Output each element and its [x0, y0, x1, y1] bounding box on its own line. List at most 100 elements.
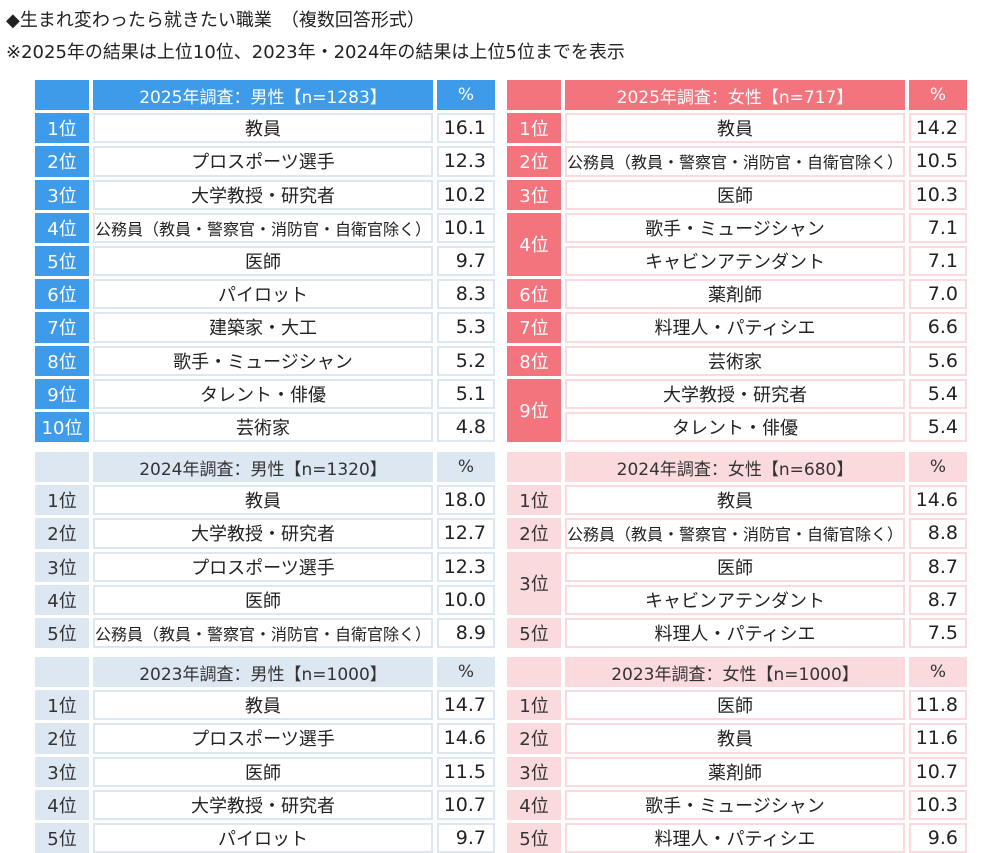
occupation-cell: 医師: [565, 179, 905, 210]
occupation-cell: 医師: [93, 246, 433, 277]
rank-cell: 8位: [507, 345, 561, 376]
rank-cell: 6位: [507, 279, 561, 310]
occupation-cell: 芸術家: [565, 345, 905, 376]
occupation-cell: 大学教授・研究者: [565, 378, 905, 409]
rank-cell: 5位: [507, 618, 561, 649]
table-title: 2023年調査：男性【n=1000】: [93, 657, 433, 688]
occupation-cell: タレント・俳優: [565, 412, 905, 443]
occupation-cell: 教員: [565, 113, 905, 144]
percent-cell: 11.5: [437, 756, 495, 787]
occupation-cell: プロスポーツ選手: [93, 146, 433, 177]
rank-cell: 2位: [35, 723, 89, 754]
percent-cell: 5.4: [909, 412, 967, 443]
rank-cell: 4位: [507, 789, 561, 820]
table-corner: [507, 452, 561, 483]
rank-cell: 9位: [507, 378, 561, 443]
rank-cell: 2位: [507, 518, 561, 549]
occupation-cell: 医師: [93, 756, 433, 787]
occupation-cell: 公務員（教員・警察官・消防官・自衛官除く）: [565, 146, 905, 177]
table-title: 2024年調査：男性【n=1320】: [93, 452, 433, 483]
percent-cell: 12.3: [437, 551, 495, 582]
percent-cell: 9.7: [437, 823, 495, 853]
percent-cell: 5.4: [909, 378, 967, 409]
table-title: 2023年調査：女性【n=1000】: [565, 657, 905, 688]
table-pct-header: %: [909, 657, 967, 688]
percent-cell: 10.2: [437, 179, 495, 210]
table-corner: [507, 657, 561, 688]
rank-cell: 3位: [507, 756, 561, 787]
rank-cell: 5位: [507, 823, 561, 853]
percent-cell: 7.1: [909, 246, 967, 277]
occupation-cell: キャビンアテンダント: [565, 584, 905, 615]
occupation-cell: 教員: [93, 690, 433, 721]
occupation-cell: 料理人・パティシエ: [565, 618, 905, 649]
percent-cell: 10.7: [909, 756, 967, 787]
rank-cell: 4位: [35, 212, 89, 243]
occupation-cell: 歌手・ミュージシャン: [93, 345, 433, 376]
occupation-cell: 薬剤師: [565, 756, 905, 787]
rank-cell: 10位: [35, 412, 89, 443]
occupation-cell: 料理人・パティシエ: [565, 823, 905, 853]
occupation-cell: 大学教授・研究者: [93, 518, 433, 549]
rank-cell: 1位: [35, 113, 89, 144]
occupation-cell: プロスポーツ選手: [93, 551, 433, 582]
percent-cell: 18.0: [437, 485, 495, 516]
percent-cell: 8.7: [909, 584, 967, 615]
occupation-cell: 歌手・ミュージシャン: [565, 789, 905, 820]
percent-cell: 7.5: [909, 618, 967, 649]
rank-cell: 2位: [35, 146, 89, 177]
rank-cell: 5位: [35, 246, 89, 277]
table-title: 2025年調査：女性【n=717】: [565, 80, 905, 111]
percent-cell: 14.6: [909, 485, 967, 516]
occupation-cell: プロスポーツ選手: [93, 723, 433, 754]
occupation-cell: 薬剤師: [565, 279, 905, 310]
occupation-cell: 教員: [93, 485, 433, 516]
occupation-cell: 教員: [565, 485, 905, 516]
occupation-cell: 大学教授・研究者: [93, 179, 433, 210]
percent-cell: 5.3: [437, 312, 495, 343]
percent-cell: 11.8: [909, 690, 967, 721]
percent-cell: 7.0: [909, 279, 967, 310]
rank-cell: 6位: [35, 279, 89, 310]
rank-cell: 2位: [507, 146, 561, 177]
rank-cell: 1位: [507, 485, 561, 516]
occupation-cell: 医師: [565, 690, 905, 721]
percent-cell: 9.7: [437, 246, 495, 277]
occupation-cell: 大学教授・研究者: [93, 789, 433, 820]
table-title: 2024年調査：女性【n=680】: [565, 452, 905, 483]
rank-cell: 3位: [507, 551, 561, 615]
percent-cell: 7.1: [909, 212, 967, 243]
percent-cell: 16.1: [437, 113, 495, 144]
rank-cell: 2位: [507, 723, 561, 754]
page-note: ※2025年の結果は上位10位、2023年・2024年の結果は上位5位までを表示: [6, 42, 625, 63]
occupation-cell: タレント・俳優: [93, 378, 433, 409]
table-title: 2025年調査：男性【n=1283】: [93, 80, 433, 111]
table-corner: [35, 80, 89, 111]
percent-cell: 10.1: [437, 212, 495, 243]
rank-cell: 5位: [35, 823, 89, 853]
rank-cell: 4位: [35, 789, 89, 820]
rank-cell: 4位: [35, 584, 89, 615]
percent-cell: 6.6: [909, 312, 967, 343]
rank-cell: 5位: [35, 618, 89, 649]
occupation-cell: 医師: [565, 551, 905, 582]
rank-cell: 4位: [507, 212, 561, 277]
percent-cell: 10.3: [909, 179, 967, 210]
table-corner: [35, 657, 89, 688]
occupation-cell: 公務員（教員・警察官・消防官・自衛官除く）: [93, 618, 433, 649]
occupation-cell: 公務員（教員・警察官・消防官・自衛官除く）: [93, 212, 433, 243]
table-pct-header: %: [437, 80, 495, 111]
rank-cell: 1位: [507, 690, 561, 721]
occupation-cell: 料理人・パティシエ: [565, 312, 905, 343]
percent-cell: 8.9: [437, 618, 495, 649]
rank-cell: 3位: [35, 551, 89, 582]
occupation-cell: パイロット: [93, 279, 433, 310]
occupation-cell: 教員: [565, 723, 905, 754]
occupation-cell: 芸術家: [93, 412, 433, 443]
rank-cell: 3位: [35, 179, 89, 210]
occupation-cell: パイロット: [93, 823, 433, 853]
percent-cell: 8.8: [909, 518, 967, 549]
rank-cell: 3位: [35, 756, 89, 787]
table-pct-header: %: [909, 452, 967, 483]
percent-cell: 5.1: [437, 378, 495, 409]
